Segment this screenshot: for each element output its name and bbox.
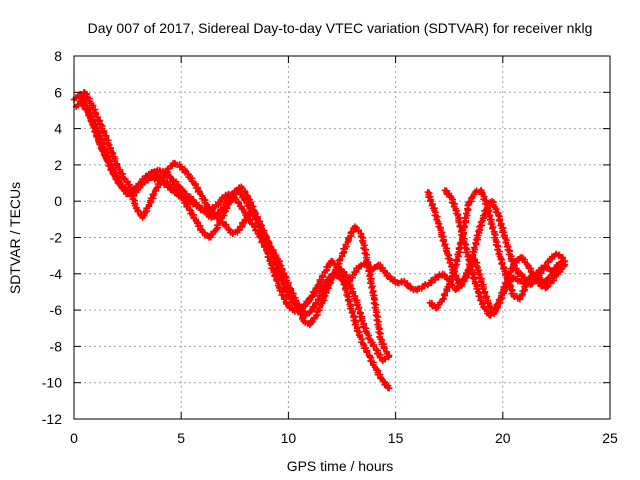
y-tick-label: 2 (54, 157, 62, 173)
x-tick-label: 0 (70, 430, 78, 446)
y-axis-label: SDTVAR / TECUs (7, 182, 23, 294)
x-tick-label: 25 (602, 430, 618, 446)
y-axis-ticks: 8 6 4 2 0 -2 -4 -6 -8 -10 -12 (42, 48, 610, 427)
data-point-sample (443, 247, 450, 254)
data-point (122, 187, 129, 194)
data-point-sample (391, 278, 398, 285)
y-tick-label: 0 (54, 193, 62, 209)
series-track-g (441, 187, 564, 319)
y-tick-label: 6 (54, 84, 62, 100)
x-axis-ticks: 0 5 10 15 20 25 (70, 56, 618, 446)
series-track-c (75, 88, 391, 357)
x-tick-label: 5 (177, 430, 185, 446)
x-tick-label: 20 (495, 430, 511, 446)
data-point (557, 259, 564, 267)
data-point (385, 384, 393, 392)
y-tick-label: -10 (42, 375, 62, 391)
x-tick-label: 10 (281, 430, 297, 446)
data-point (561, 261, 569, 268)
y-tick-label: -6 (50, 302, 63, 318)
y-tick-label: -2 (50, 230, 63, 246)
y-tick-label: -8 (50, 338, 63, 354)
chart-title: Day 007 of 2017, Sidereal Day-to-day VTE… (88, 20, 593, 36)
data-point-sample (362, 246, 370, 254)
x-tick-label: 15 (388, 430, 404, 446)
y-tick-label: 8 (54, 48, 62, 64)
data-series (70, 88, 569, 392)
series-track-d (77, 98, 393, 365)
data-point-sample (164, 166, 171, 173)
grid-lines (74, 56, 610, 419)
data-point-sample (336, 256, 343, 264)
x-axis-label: GPS time / hours (287, 458, 394, 474)
data-point-sample (472, 239, 479, 247)
y-tick-label: -4 (50, 266, 63, 282)
y-tick-label: 4 (54, 121, 62, 137)
data-point (559, 254, 567, 261)
y-tick-label: -12 (42, 411, 62, 427)
data-point (385, 352, 393, 359)
